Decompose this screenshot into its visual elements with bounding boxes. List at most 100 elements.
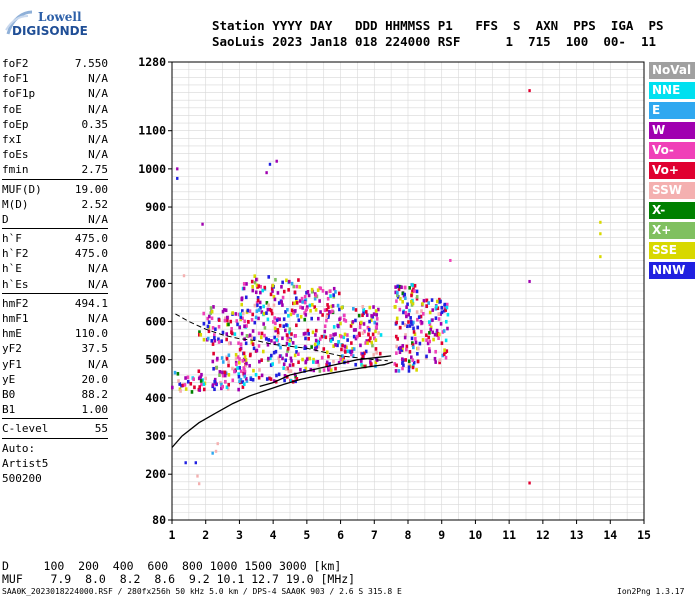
echo-point	[329, 334, 332, 338]
echo-point	[250, 335, 253, 340]
param-separator	[2, 418, 108, 420]
param-separator	[2, 292, 108, 294]
echo-point	[415, 294, 419, 299]
autoscaling-line: Artist5	[2, 456, 49, 470]
echo-point	[298, 299, 302, 303]
echo-point	[306, 328, 310, 333]
echo-point	[325, 307, 329, 312]
echo-point	[359, 343, 362, 348]
echo-point	[346, 338, 349, 342]
echo-point	[210, 309, 214, 314]
echo-point	[179, 389, 182, 393]
echo-point	[304, 308, 308, 313]
echo-point	[294, 296, 298, 300]
echo-point	[404, 311, 408, 315]
echo-point	[337, 360, 341, 365]
echo-point	[325, 360, 329, 365]
echo-point	[374, 309, 378, 313]
echo-point	[403, 335, 407, 340]
echo-point	[270, 286, 274, 291]
echo-point	[364, 310, 368, 314]
echo-point	[421, 312, 425, 316]
echo-point	[309, 308, 312, 313]
echo-point	[356, 334, 359, 339]
echo-point	[425, 304, 429, 308]
echo-point	[190, 390, 194, 394]
echo-point	[417, 346, 420, 351]
echo-point	[250, 279, 254, 284]
param-key: C-level	[2, 422, 49, 436]
echo-point	[372, 305, 375, 309]
param-key: foF1p	[2, 87, 36, 101]
echo-point	[599, 232, 602, 236]
echo-point	[326, 315, 330, 319]
echo-point	[289, 369, 293, 373]
logo-swoosh-icon	[5, 10, 33, 35]
echo-point	[255, 348, 259, 353]
echo-point	[275, 159, 278, 163]
echo-point	[403, 285, 407, 290]
echo-point	[409, 299, 413, 304]
echo-point	[286, 307, 289, 312]
echo-point	[198, 385, 202, 389]
echo-point	[354, 308, 358, 312]
echo-point	[315, 328, 318, 333]
echo-point	[278, 317, 281, 322]
echo-point	[267, 356, 270, 361]
echo-point	[367, 328, 371, 332]
echo-point	[265, 337, 268, 341]
echo-point	[277, 342, 281, 347]
echo-point	[227, 382, 231, 387]
echo-point	[328, 365, 331, 370]
echo-point	[425, 354, 428, 359]
param-separator	[2, 178, 108, 180]
echo-point	[430, 298, 434, 302]
echo-point	[428, 322, 432, 327]
y-tick-label: 300	[145, 429, 166, 443]
echo-point	[257, 308, 261, 312]
echo-point	[331, 304, 335, 308]
echo-point	[370, 362, 373, 366]
echo-point	[201, 222, 204, 226]
echo-point	[358, 325, 362, 330]
echo-point	[265, 377, 269, 381]
echo-point	[248, 333, 252, 338]
echo-point	[372, 353, 376, 357]
echo-point	[351, 320, 355, 324]
echo-point	[365, 339, 369, 343]
echo-point	[316, 339, 319, 344]
echo-point	[255, 283, 259, 288]
echo-point	[267, 303, 270, 307]
echo-point	[227, 363, 230, 368]
echo-point	[242, 282, 246, 286]
echo-point	[257, 284, 261, 288]
echo-point	[239, 312, 242, 317]
echo-point	[397, 369, 401, 373]
echo-point	[290, 281, 294, 286]
echo-point	[319, 286, 323, 291]
param-key: foEp	[2, 117, 29, 131]
echo-point	[181, 383, 185, 388]
echo-point	[432, 337, 435, 342]
y-tick-label: 800	[145, 238, 166, 252]
echo-point	[269, 377, 273, 381]
echo-point	[329, 294, 332, 298]
echo-point	[340, 347, 343, 352]
echo-point	[237, 374, 241, 379]
echo-point	[369, 336, 372, 340]
echo-point	[241, 311, 245, 316]
echo-point	[394, 285, 397, 289]
echo-point	[211, 383, 215, 387]
echo-point	[354, 336, 358, 341]
echo-point	[336, 324, 340, 328]
echo-point	[343, 350, 347, 354]
echo-point	[402, 310, 405, 315]
echo-point	[231, 378, 235, 383]
echo-point	[192, 377, 195, 381]
echo-point	[238, 366, 241, 370]
echo-point	[214, 449, 218, 453]
echo-point	[276, 331, 280, 335]
echo-point	[299, 314, 303, 319]
echo-point	[361, 352, 364, 356]
echo-point	[375, 350, 378, 355]
